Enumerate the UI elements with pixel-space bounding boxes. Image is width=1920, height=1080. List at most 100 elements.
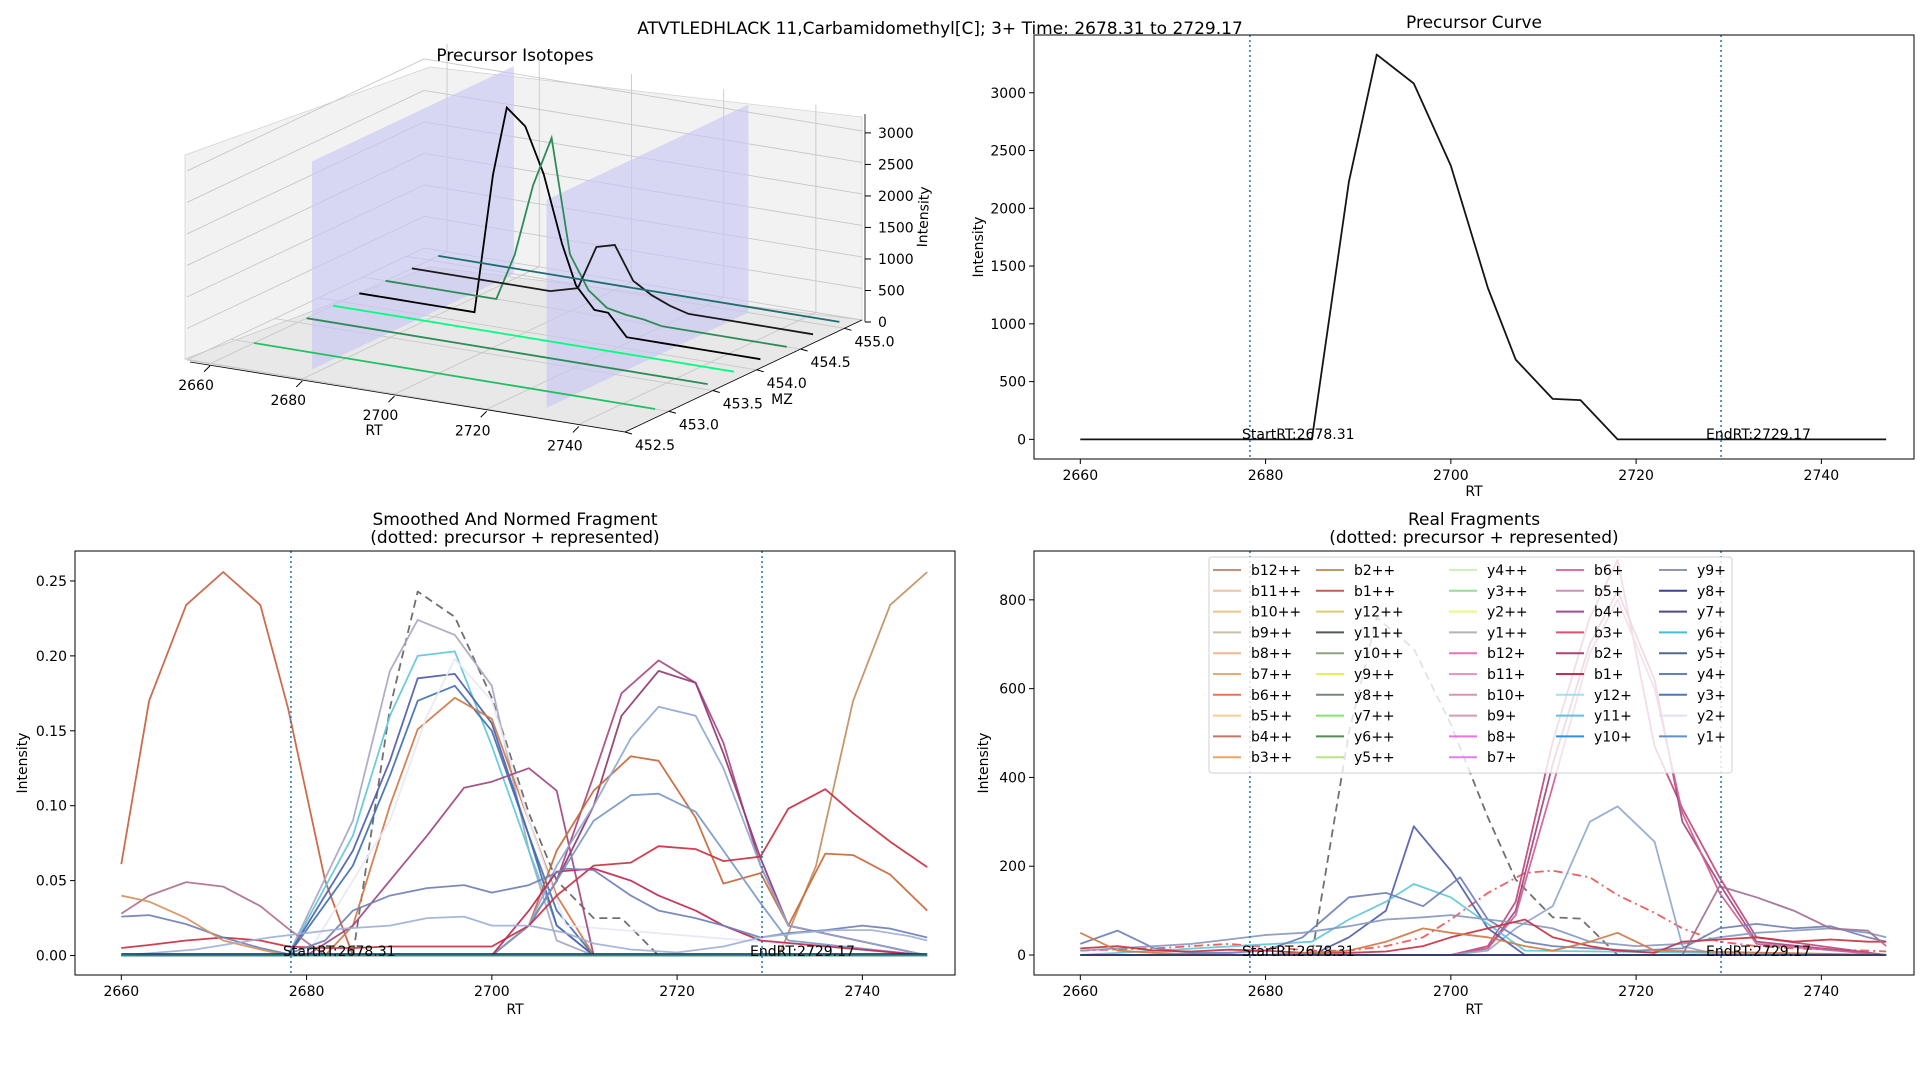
x-axis-label-3d: RT bbox=[365, 423, 383, 439]
smoothed-start-label: StartRT:2678.31 bbox=[283, 944, 396, 960]
smoothed-y-label: Intensity bbox=[15, 733, 31, 794]
legend-label: y3+ bbox=[1697, 688, 1726, 704]
grid-line bbox=[186, 90, 425, 203]
grid-line bbox=[186, 58, 425, 172]
legend-label: b9++ bbox=[1251, 625, 1292, 641]
real-ytick-label: 600 bbox=[999, 682, 1026, 698]
precursor-ytick-label: 2500 bbox=[990, 144, 1026, 160]
legend-label: b7++ bbox=[1251, 667, 1292, 683]
real-xtick-label: 2720 bbox=[1618, 984, 1654, 1000]
real-ytick-label: 400 bbox=[999, 770, 1026, 786]
isotope-trace bbox=[359, 105, 761, 361]
x-axis-3d bbox=[189, 361, 626, 433]
x3d-tick-mark bbox=[388, 395, 395, 403]
smoothed-series-line bbox=[120, 881, 928, 957]
smoothed-ytick-label: 0.00 bbox=[36, 949, 67, 965]
legend-label: y9+ bbox=[1697, 563, 1726, 579]
legend-label: b1+ bbox=[1594, 667, 1624, 683]
legend-label: y4++ bbox=[1487, 563, 1528, 579]
real-xtick-label: 2680 bbox=[1248, 984, 1284, 1000]
real-ytick-label: 0 bbox=[1017, 948, 1026, 964]
real-series-line bbox=[1080, 883, 1887, 956]
smoothed-fragment-panel: Smoothed And Normed Fragment (dotted: pr… bbox=[15, 510, 956, 1018]
legend-label: b5+ bbox=[1594, 584, 1624, 600]
legend-label: b7+ bbox=[1487, 750, 1517, 766]
precursor-ytick-label: 500 bbox=[999, 375, 1026, 391]
smoothed-series-line bbox=[121, 571, 928, 957]
x3d-tick-mark bbox=[480, 410, 488, 418]
smoothed-series-line bbox=[121, 867, 928, 955]
legend-label: y1++ bbox=[1487, 625, 1528, 641]
legend-label: y5++ bbox=[1354, 750, 1395, 766]
x3d-tick-label: 2660 bbox=[178, 378, 214, 394]
x3d-tick-mark bbox=[203, 365, 211, 373]
real-ytick-label: 800 bbox=[999, 593, 1026, 609]
smoothed-x-label: RT bbox=[506, 1002, 524, 1018]
precursor-ytick-label: 2000 bbox=[990, 201, 1026, 217]
real-series-line bbox=[1080, 825, 1887, 956]
legend-label: y1+ bbox=[1697, 729, 1726, 745]
legend-label: y7++ bbox=[1354, 709, 1395, 725]
x3d-tick-label: 2700 bbox=[363, 408, 399, 424]
precursor-axes-frame bbox=[1033, 34, 1915, 460]
smoothed-series-line bbox=[121, 788, 928, 949]
x3d-tick-label: 2740 bbox=[547, 438, 583, 454]
legend-label: y9++ bbox=[1354, 667, 1395, 683]
real-xtick-label: 2660 bbox=[1062, 984, 1098, 1000]
isotope-trace bbox=[438, 255, 840, 323]
legend-label: y8+ bbox=[1697, 584, 1726, 600]
z3d-tick-label: 2000 bbox=[878, 189, 914, 205]
precursor-ytick-label: 0 bbox=[1017, 432, 1026, 448]
y3d-tick-mark bbox=[712, 390, 720, 393]
legend-label: b4+ bbox=[1594, 605, 1624, 621]
legend-label: b3++ bbox=[1251, 750, 1292, 766]
legend-label: y6++ bbox=[1354, 729, 1395, 745]
ticks-3d: 2660 2680 2700 2720 2740 452.5453.0453.5454.0… bbox=[178, 126, 913, 455]
legend-label: y12+ bbox=[1594, 688, 1632, 704]
precursor-xtick-label: 2720 bbox=[1618, 468, 1654, 484]
y3d-tick-label: 452.5 bbox=[635, 438, 675, 454]
legend-label: y12++ bbox=[1354, 605, 1404, 621]
smoothed-series-line bbox=[121, 619, 928, 957]
smoothed-ytick-label: 0.20 bbox=[36, 649, 67, 665]
smoothed-xtick-label: 2740 bbox=[845, 984, 881, 1000]
isotope-trace bbox=[385, 134, 787, 348]
precursor-xtick-label: 2660 bbox=[1062, 468, 1098, 484]
figure-suptitle: ATVTLEDHLACK 11,Carbamidomethyl[C]; 3+ T… bbox=[637, 19, 1243, 39]
smoothed-series-line bbox=[121, 915, 928, 957]
legend-label: y6+ bbox=[1697, 625, 1726, 641]
y3d-tick-mark bbox=[624, 431, 633, 435]
x3d-tick-label: 2680 bbox=[270, 393, 306, 409]
real-xtick-label: 2740 bbox=[1804, 984, 1840, 1000]
precursor-xtick-label: 2680 bbox=[1248, 468, 1284, 484]
x3d-tick-mark bbox=[572, 426, 580, 433]
legend-label: b11++ bbox=[1251, 584, 1301, 600]
legend-label: b12++ bbox=[1251, 563, 1301, 579]
real-end-label: EndRT:2729.17 bbox=[1706, 944, 1811, 960]
smoothed-end-label: EndRT:2729.17 bbox=[750, 944, 855, 960]
legend-label: b11+ bbox=[1487, 667, 1525, 683]
precursor-start-label: StartRT:2678.31 bbox=[1242, 427, 1355, 443]
precursor-x-label: RT bbox=[1465, 484, 1483, 500]
precursor-xtick-label: 2700 bbox=[1433, 468, 1469, 484]
real-title-line1: Real Fragments bbox=[1408, 510, 1540, 530]
smoothed-ytick-label: 0.25 bbox=[36, 574, 67, 590]
real-series-line bbox=[1079, 927, 1887, 956]
legend-label: y2++ bbox=[1487, 605, 1528, 621]
grid-line bbox=[302, 266, 540, 380]
isotope-trace bbox=[306, 317, 708, 385]
precursor-ytick-label: 1000 bbox=[990, 317, 1026, 333]
z3d-tick-label: 0 bbox=[878, 315, 887, 331]
precursor-xtick-label: 2740 bbox=[1804, 468, 1840, 484]
precursor-end-label: EndRT:2729.17 bbox=[1706, 427, 1811, 443]
grid-line bbox=[578, 312, 817, 425]
smoothed-series-line bbox=[121, 755, 928, 957]
legend-label: b6++ bbox=[1251, 688, 1292, 704]
precursor-ytick-label: 1500 bbox=[990, 259, 1026, 275]
legend-label: b12+ bbox=[1487, 646, 1525, 662]
smoothed-series-line bbox=[121, 658, 928, 957]
z-axis-label-3d: Intensity bbox=[915, 186, 933, 247]
smoothed-ytick-label: 0.10 bbox=[36, 799, 67, 815]
real-fragment-panel: Real Fragments (dotted: precursor + repr… bbox=[976, 510, 1915, 1018]
isotope-trace bbox=[411, 244, 814, 336]
